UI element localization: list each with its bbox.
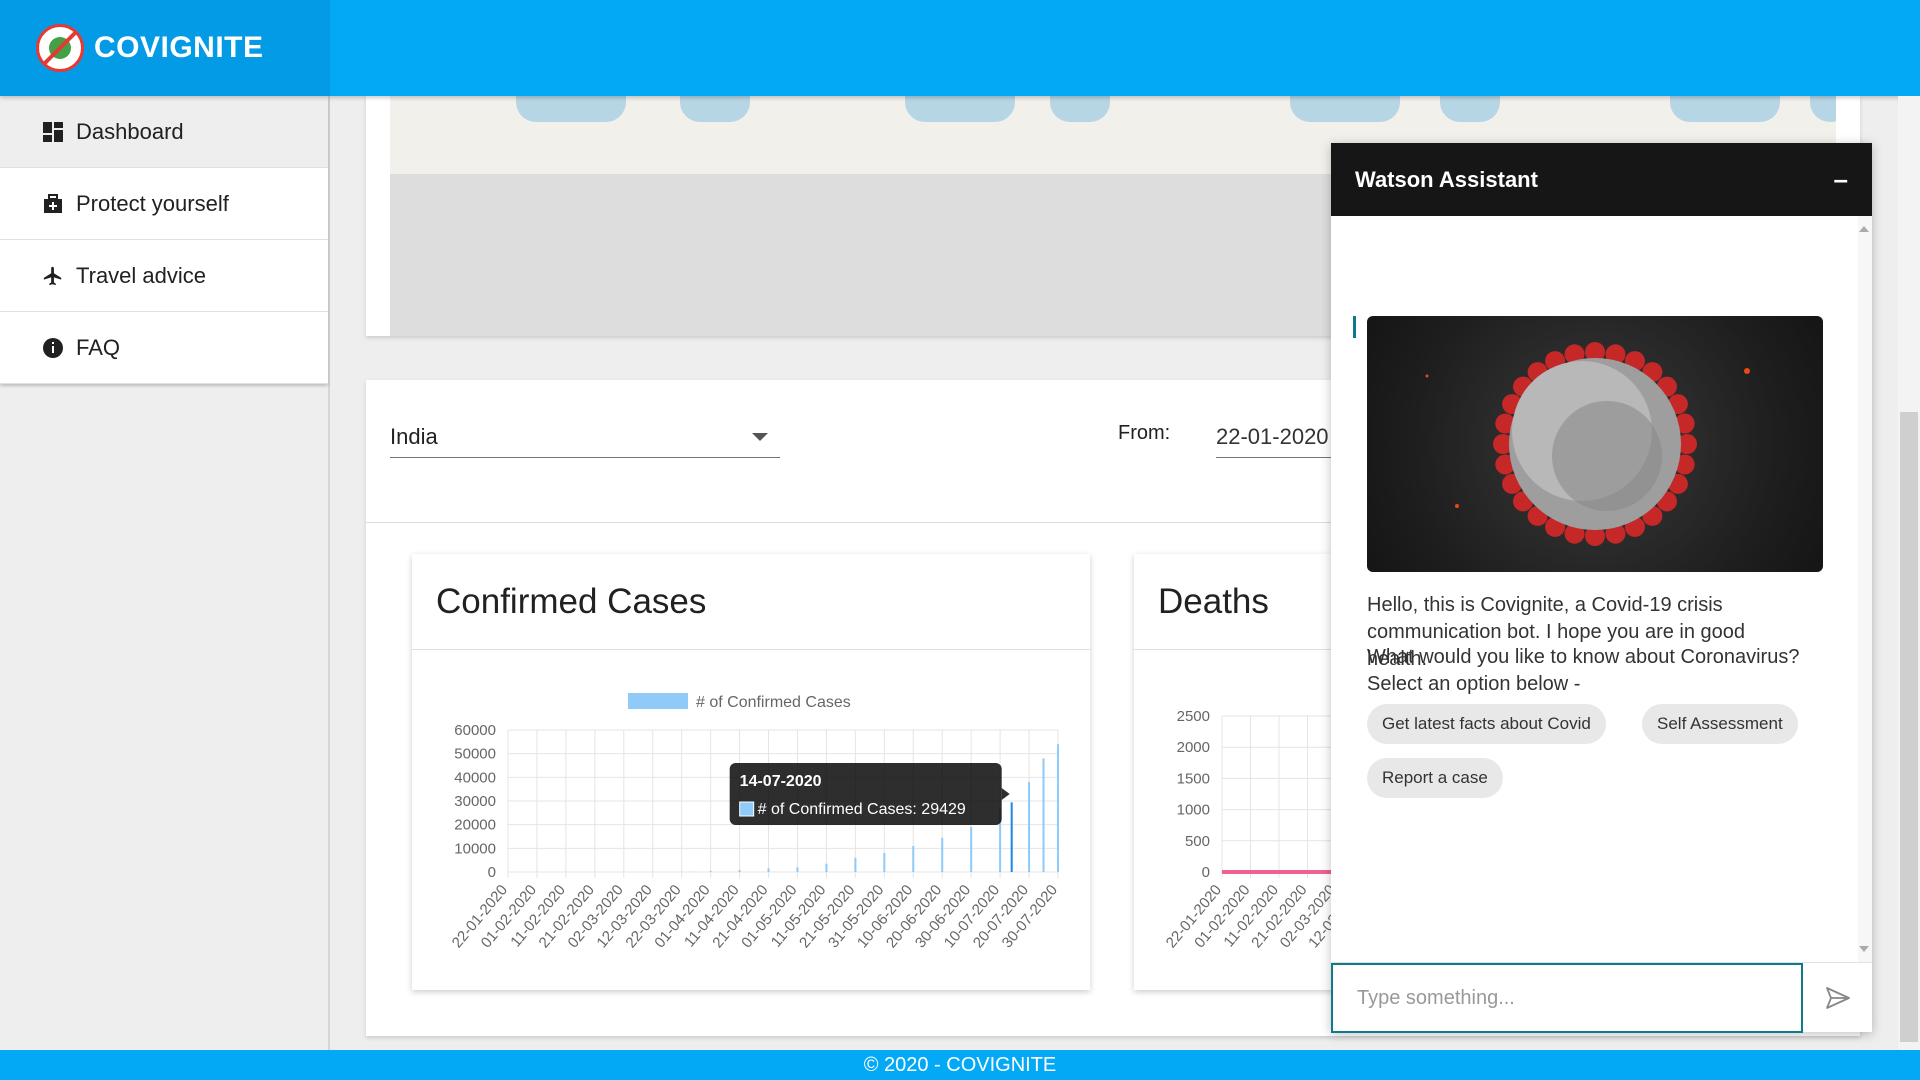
sidebar-item-label: Dashboard — [76, 118, 184, 144]
confirmed-cases-card: Confirmed Cases # of Confirmed Cases 0 100… — [412, 554, 1090, 990]
scrollbar-thumb[interactable] — [1900, 412, 1918, 1042]
confirmed-cases-chart[interactable]: # of Confirmed Cases 0 10000 20000 30000 4000… — [412, 650, 1090, 990]
scroll-down-icon — [1859, 946, 1869, 952]
question-message: What would you like to know about Corona… — [1367, 646, 1800, 695]
y-tick-label: 20000 — [454, 817, 496, 834]
y-tick-label: 0 — [488, 864, 496, 881]
watson-input-bar: Type something... — [1331, 962, 1872, 1033]
y-tick-label: 2500 — [1177, 708, 1210, 725]
map-water-shape — [905, 96, 1015, 122]
dashboard-icon — [42, 121, 64, 143]
map-water-shape — [516, 96, 626, 122]
y-tick-label: 10000 — [454, 840, 496, 857]
brand[interactable]: COVIGNITE — [0, 0, 330, 96]
chevron-down-icon — [752, 432, 768, 441]
sidebar-item-faq[interactable]: FAQ — [0, 312, 328, 384]
tooltip-pointer — [1001, 788, 1010, 800]
legend-label: # of Confirmed Cases — [696, 694, 851, 711]
confirmed-bar[interactable] — [883, 853, 886, 872]
sidebar-item-label: Protect yourself — [76, 190, 229, 216]
option-latest-facts-button[interactable]: Get latest facts about Covid — [1367, 704, 1606, 744]
tooltip-value: # of Confirmed Cases: 29429 — [758, 801, 966, 818]
option-report-case-button[interactable]: Report a case — [1367, 758, 1503, 798]
message-input[interactable]: Type something... — [1331, 963, 1803, 1033]
option-self-assessment-button[interactable]: Self Assessment — [1642, 704, 1798, 744]
from-label: From: — [1118, 422, 1171, 444]
minimize-button[interactable]: – — [1833, 164, 1848, 194]
tooltip-box — [729, 763, 1002, 825]
confirmed-bar[interactable] — [941, 837, 944, 872]
map-water-shape — [1440, 96, 1500, 122]
info-icon — [42, 337, 64, 359]
confirmed-bar[interactable] — [854, 857, 857, 872]
y-tick-label: 1500 — [1177, 770, 1210, 787]
top-app-bar: COVIGNITE — [0, 0, 1920, 96]
confirmed-bar[interactable] — [825, 863, 828, 872]
y-tick-label: 60000 — [454, 722, 496, 739]
sidebar-item-dashboard[interactable]: Dashboard — [0, 96, 328, 168]
confirmed-bar[interactable] — [999, 808, 1002, 872]
confirmed-bar[interactable] — [1056, 744, 1060, 872]
medical-box-icon — [42, 193, 64, 215]
y-tick-label: 1000 — [1177, 802, 1210, 819]
map-water-shape — [680, 96, 750, 122]
footer: © 2020 - COVIGNITE — [0, 1050, 1920, 1080]
sidebar-item-label: Travel advice — [76, 262, 207, 288]
confirmed-bar[interactable] — [709, 871, 712, 872]
from-date-value: 22-01-2020 — [1216, 423, 1329, 449]
send-button[interactable] — [1803, 963, 1872, 1033]
divider — [366, 522, 1860, 523]
watson-conversation: Hello, this is Covignite, a Covid-19 cri… — [1331, 216, 1872, 962]
airplane-icon — [42, 265, 64, 287]
confirmed-bar[interactable] — [1042, 758, 1045, 872]
watson-header: Watson Assistant – — [1331, 143, 1872, 216]
watson-title: Watson Assistant — [1355, 166, 1538, 192]
sidebar: Dashboard Protect yourself Travel advice… — [0, 96, 330, 1050]
chart-title: Confirmed Cases — [412, 554, 1090, 650]
message-accent — [1353, 316, 1356, 338]
app-name: COVIGNITE — [94, 31, 264, 64]
coronavirus-image — [1367, 316, 1823, 572]
confirmed-bar[interactable] — [1028, 782, 1031, 872]
map-water-shape — [1290, 96, 1400, 122]
sidebar-item-label: FAQ — [76, 334, 121, 360]
y-tick-label: 2000 — [1177, 739, 1210, 756]
greeting-message: Hello, this is Covignite, a Covid-19 cri… — [1367, 594, 1746, 670]
page-scrollbar[interactable] — [1898, 96, 1920, 1050]
scroll-up-icon — [1859, 226, 1869, 232]
confirmed-bar[interactable] — [767, 868, 770, 872]
tooltip-date: 14-07-2020 — [740, 773, 822, 790]
chart-tooltip: 14-07-2020 # of Confirmed Cases: 29429 — [729, 763, 1010, 825]
confirmed-bar[interactable] — [912, 845, 915, 872]
map-water-shape — [1050, 96, 1110, 122]
country-select-value: India — [390, 423, 438, 449]
legend-swatch[interactable] — [628, 693, 688, 709]
y-tick-label: 0 — [1202, 864, 1210, 881]
covid-logo-icon — [36, 24, 84, 72]
confirmed-bar[interactable] — [970, 827, 973, 872]
country-select[interactable]: India — [390, 416, 780, 458]
map-water-shape — [1670, 96, 1780, 122]
watson-scrollbar[interactable] — [1858, 216, 1872, 962]
y-tick-label: 500 — [1185, 833, 1210, 850]
map-water-shape — [1810, 96, 1836, 122]
tooltip-swatch — [739, 801, 755, 817]
y-tick-label: 50000 — [454, 746, 496, 763]
watson-assistant-panel: Watson Assistant – Hello, this is Covign… — [1331, 143, 1872, 1033]
send-icon — [1825, 987, 1850, 1009]
sidebar-item-protect-yourself[interactable]: Protect yourself — [0, 168, 328, 240]
sidebar-nav: Dashboard Protect yourself Travel advice… — [0, 96, 328, 384]
confirmed-bar[interactable] — [796, 867, 799, 872]
y-tick-label: 40000 — [454, 769, 496, 786]
confirmed-bar[interactable] — [1010, 802, 1013, 872]
confirmed-bar[interactable] — [738, 870, 741, 872]
y-tick-label: 30000 — [454, 793, 496, 810]
sidebar-item-travel-advice[interactable]: Travel advice — [0, 240, 328, 312]
